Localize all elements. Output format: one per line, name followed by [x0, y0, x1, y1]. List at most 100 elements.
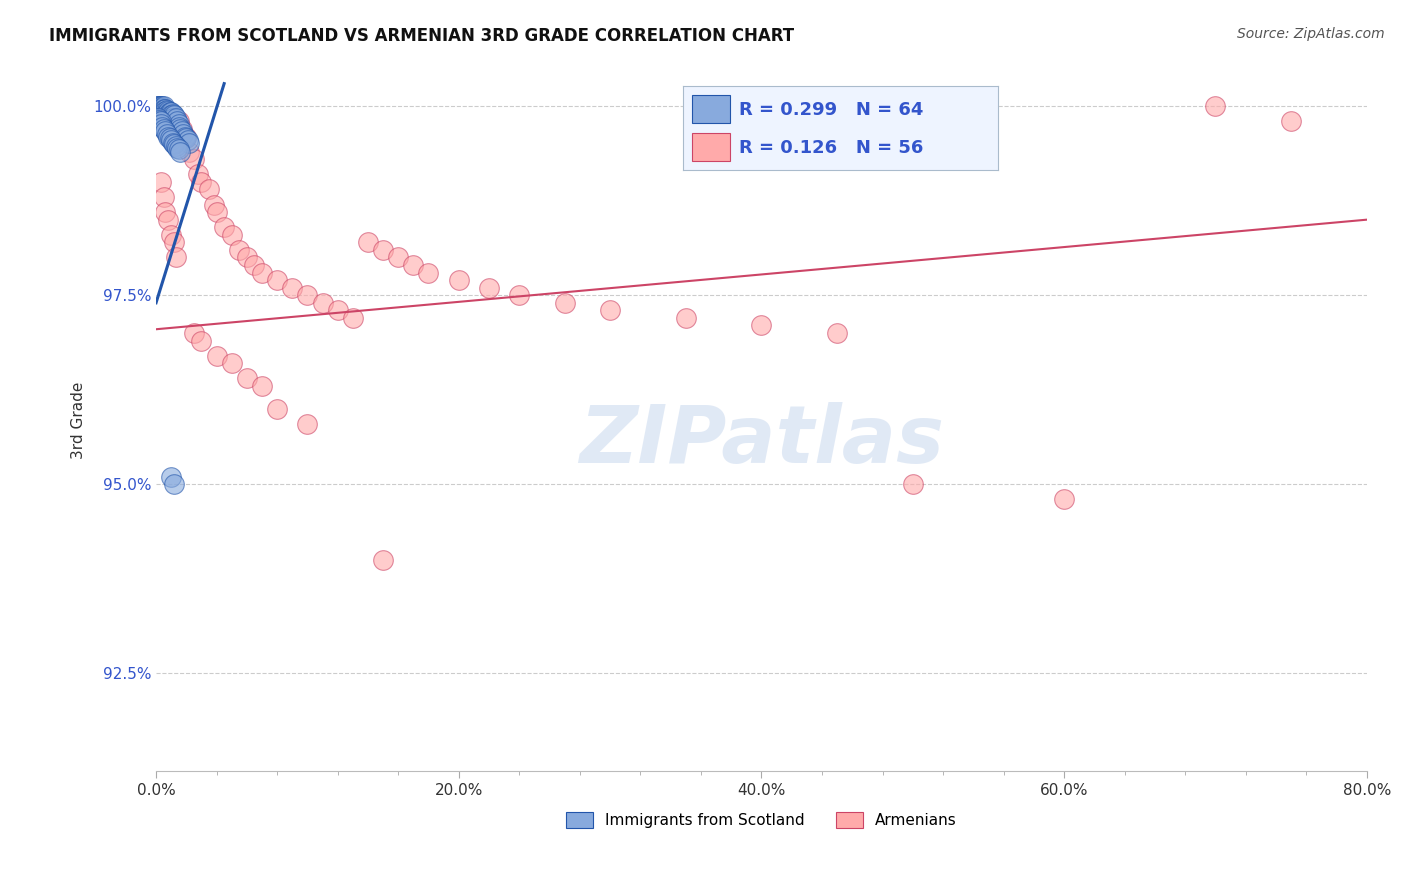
Point [163, 108, 186, 122]
Point [599, 303, 621, 318]
Point [357, 235, 380, 250]
Point [250, 266, 273, 280]
Point [152, 190, 174, 204]
Point [149, 118, 172, 132]
Point [1053, 492, 1076, 507]
Point [148, 111, 170, 125]
Point [675, 310, 697, 325]
Point [150, 101, 173, 115]
Point [148, 101, 170, 115]
Point [371, 243, 394, 257]
Point [169, 122, 191, 136]
Point [146, 111, 169, 125]
Text: IMMIGRANTS FROM SCOTLAND VS ARMENIAN 3RD GRADE CORRELATION CHART: IMMIGRANTS FROM SCOTLAND VS ARMENIAN 3RD… [49, 27, 794, 45]
Point [190, 334, 212, 348]
Point [157, 212, 180, 227]
Point [149, 101, 172, 115]
Point [170, 124, 193, 138]
Point [387, 251, 409, 265]
Point [447, 273, 470, 287]
Point [146, 101, 169, 115]
Point [167, 117, 190, 131]
Point [150, 103, 173, 117]
Point [167, 142, 190, 156]
Point [266, 273, 288, 287]
Point [149, 175, 172, 189]
Point [150, 120, 173, 134]
Point [190, 175, 212, 189]
Point [165, 251, 187, 265]
Point [152, 104, 174, 119]
Point [297, 417, 319, 431]
Point [163, 477, 186, 491]
Point [250, 379, 273, 393]
Point [202, 197, 225, 211]
Point [825, 326, 848, 340]
Point [150, 99, 173, 113]
Point [149, 99, 172, 113]
Point [901, 477, 924, 491]
Point [297, 288, 319, 302]
Point [402, 258, 425, 272]
Point [165, 139, 187, 153]
Point [163, 137, 186, 152]
Point [236, 371, 259, 385]
Point [146, 99, 169, 113]
Point [153, 205, 176, 219]
Point [172, 128, 194, 142]
Point [167, 120, 190, 135]
Point [162, 111, 184, 125]
Point [1279, 114, 1302, 128]
Point [156, 103, 179, 117]
Point [165, 111, 187, 125]
Point [179, 136, 201, 150]
Y-axis label: 3rd Grade: 3rd Grade [72, 381, 86, 458]
Point [150, 105, 173, 120]
Point [159, 131, 181, 145]
Point [243, 258, 266, 272]
Point [162, 107, 184, 121]
Point [167, 114, 190, 128]
Point [148, 103, 170, 117]
Point [160, 469, 183, 483]
Point [326, 303, 349, 318]
Point [156, 106, 179, 120]
Point [166, 114, 188, 128]
Point [236, 251, 259, 265]
Point [177, 133, 200, 147]
Point [169, 145, 191, 159]
Point [148, 99, 170, 113]
Point [153, 107, 176, 121]
Point [149, 105, 172, 120]
Point [198, 182, 221, 196]
Point [148, 112, 170, 127]
Point [478, 281, 501, 295]
Point [176, 131, 198, 145]
Point [187, 167, 209, 181]
Point [152, 102, 174, 116]
Point [183, 326, 205, 340]
Point [148, 99, 170, 113]
Point [176, 129, 198, 144]
Point [371, 553, 394, 567]
Point [156, 128, 179, 142]
Point [160, 108, 183, 122]
Point [1204, 99, 1226, 113]
Point [173, 129, 195, 144]
Point [418, 266, 440, 280]
Point [159, 104, 181, 119]
Point [281, 281, 304, 295]
Point [163, 235, 186, 250]
Point [152, 99, 174, 113]
Point [311, 295, 333, 310]
Point [751, 318, 773, 333]
Point [157, 103, 180, 118]
Point [162, 136, 184, 150]
Point [160, 112, 183, 127]
Point [153, 124, 176, 138]
Point [342, 310, 364, 325]
Point [157, 107, 180, 121]
Point [205, 349, 228, 363]
Point [554, 295, 576, 310]
Point [160, 133, 183, 147]
